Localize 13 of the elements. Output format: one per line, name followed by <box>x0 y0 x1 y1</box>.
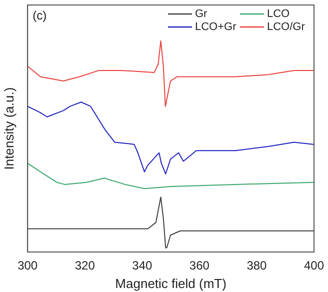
y-axis-title: Intensity (a.u.) <box>1 87 16 170</box>
legend-label: LCO <box>267 8 290 20</box>
x-tick-label: 400 <box>304 258 324 273</box>
legend-label: Gr <box>195 8 208 20</box>
legend-label: LCO/Gr <box>267 21 306 34</box>
x-tick-label: 360 <box>189 258 210 273</box>
text: (c) <box>32 8 47 22</box>
x-tick-label: 340 <box>132 258 152 273</box>
x-tick-label: 380 <box>246 258 268 273</box>
x-tick-label: 300 <box>18 258 38 273</box>
legend-label: LCO+Gr <box>195 21 237 34</box>
x-axis-title: Magnetic field (mT) <box>115 276 226 291</box>
x-tick-label: 320 <box>74 258 96 273</box>
